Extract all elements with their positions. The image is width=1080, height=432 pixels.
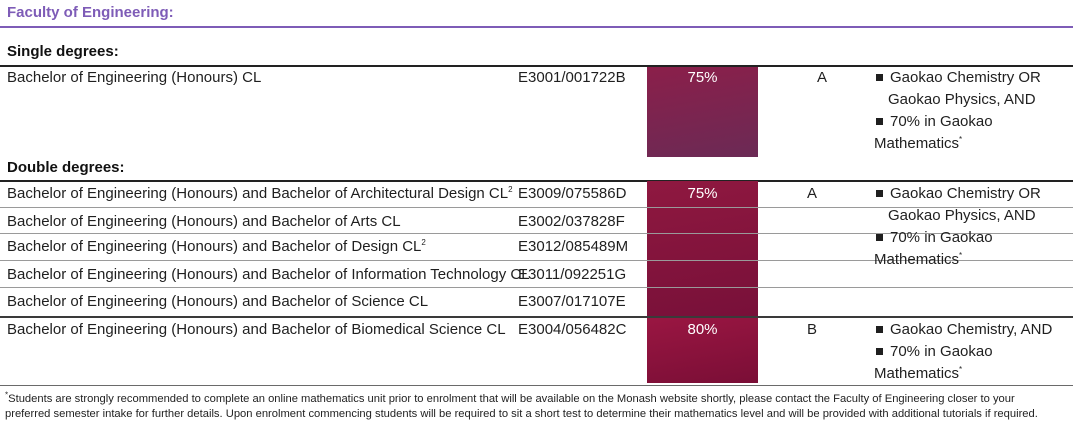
entry-group-g1: A [816,69,827,86]
course-code-r7: E3004/056482C [518,321,627,338]
bullet-icon [876,117,883,125]
degree-name-r6: Bachelor of Engineering (Honours) and Ba… [7,293,429,310]
requirement-text: 70% in Gaokao [890,229,993,246]
double-degrees-heading: Double degrees: [7,159,125,176]
footnote: *Students are strongly recommended to co… [5,390,1075,422]
course-code-r5: E3011/092251G [518,266,627,283]
atar-score-g3: 80% [687,321,718,338]
requirement-text: Gaokao Chemistry, AND [890,321,1053,338]
faculty-title: Faculty of Engineering: [7,4,174,21]
requirements-g2: Gaokao Chemistry OR Gaokao Physics, AND … [874,183,1074,271]
requirement-text: Gaokao Physics, AND [888,207,1036,224]
entry-group-g3: B [806,321,817,338]
requirement-text: Gaokao Physics, AND [888,91,1036,108]
degree-name-r5: Bachelor of Engineering (Honours) and Ba… [7,266,530,283]
bullet-icon [876,233,883,241]
degree-name-r3: Bachelor of Engineering (Honours) and Ba… [7,213,401,230]
requirements-g3: Gaokao Chemistry, AND 70% in Gaokao Math… [874,319,1074,385]
footnote-marker: * [959,135,963,144]
footnote-marker: * [5,390,9,400]
requirement-text: Mathematics [874,251,960,268]
bullet-icon [876,325,883,333]
footnote-marker: * [959,365,963,374]
footnote-marker: * [959,251,963,260]
entry-group-g2: A [806,185,817,202]
footnote-line-2: preferred semester intake for further de… [5,408,1038,420]
single-degrees-divider [0,65,1073,67]
atar-band-double-a [647,181,758,316]
faculty-divider [0,26,1073,28]
bullet-icon [876,189,883,197]
degree-name-r1: Bachelor of Engineering (Honours) CL [7,69,262,86]
requirement-text: 70% in Gaokao [890,343,993,360]
atar-score-g1: 75% [687,69,718,86]
requirement-text: Mathematics [874,365,960,382]
course-code-r1: E3001/001722B [518,69,626,86]
bullet-icon [876,73,883,81]
course-code-r2: E3009/075586D [518,185,627,202]
row-divider [0,287,1073,288]
footnote-line-1: Students are strongly recommended to com… [8,393,1015,405]
bullet-icon [876,347,883,355]
requirement-text: Gaokao Chemistry OR [890,185,1041,202]
atar-score-g2: 75% [687,185,718,202]
requirements-g1: Gaokao Chemistry OR Gaokao Physics, AND … [874,67,1074,155]
row-divider [0,207,1073,208]
degree-name-r4: Bachelor of Engineering (Honours) and Ba… [7,238,426,255]
degree-name-r2: Bachelor of Engineering (Honours) and Ba… [7,185,513,202]
course-code-r6: E3007/017107E [518,293,626,310]
atar-band-double-b [647,318,758,383]
course-code-r4: E3012/085489M [518,238,629,255]
atar-band-single [647,67,758,157]
requirement-text: Mathematics [874,135,960,152]
row-divider [0,233,1073,234]
degree-name-r7: Bachelor of Engineering (Honours) and Ba… [7,321,506,338]
group-divider [0,316,1073,318]
requirement-text: 70% in Gaokao [890,113,993,130]
course-code-r3: E3002/037828F [518,213,625,230]
footnote-divider [0,385,1073,386]
double-degrees-divider [0,180,1073,182]
row-divider [0,260,1073,261]
requirement-text: Gaokao Chemistry OR [890,69,1041,86]
single-degrees-heading: Single degrees: [7,43,119,60]
